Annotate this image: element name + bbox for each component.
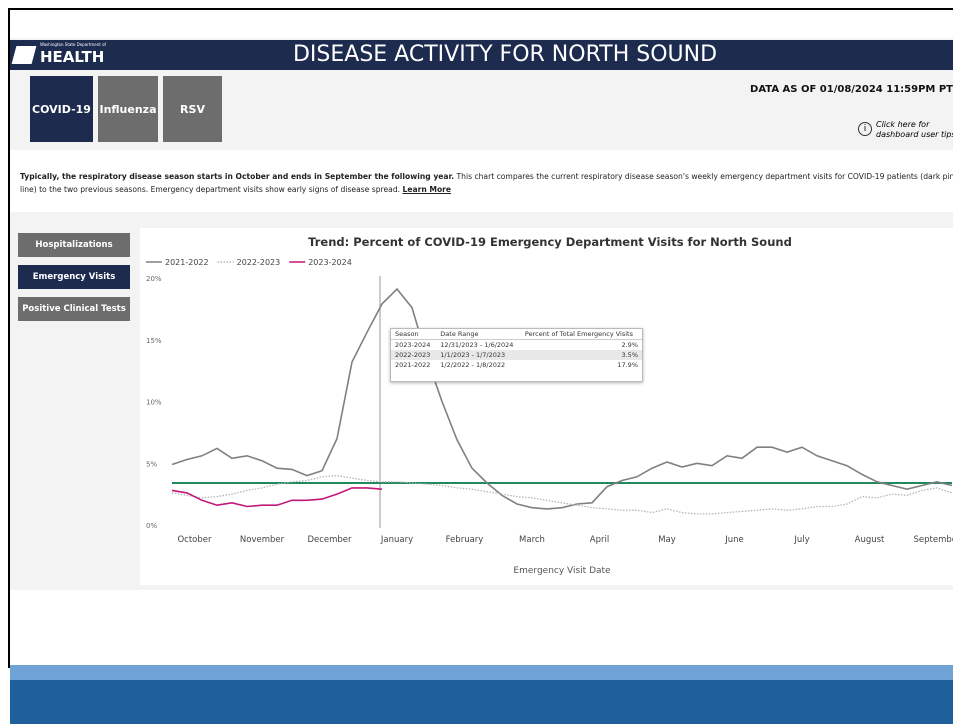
tooltip-row: Season Date Range Percent of Total Emergen… xyxy=(391,329,642,340)
frame-top xyxy=(8,8,953,10)
description-text: This chart compares the current respirat… xyxy=(20,172,953,194)
tooltip-row: 2023-2024 12/31/2023 - 1/6/2024 2.9% xyxy=(391,340,642,351)
side-button[interactable]: Positive Clinical Tests xyxy=(18,297,130,321)
logo: HEALTH xyxy=(40,48,105,66)
tooltip-cell: 1/2/2022 - 1/8/2022 xyxy=(440,361,506,369)
frame-left xyxy=(8,8,10,668)
tab[interactable]: RSV xyxy=(163,76,222,142)
tooltip-cell: Season xyxy=(391,329,437,340)
series-line xyxy=(171,287,953,510)
tooltip-cell: 12/31/2023 - 1/6/2024 xyxy=(440,341,514,349)
tab[interactable]: COVID-19 xyxy=(30,76,93,142)
side-button[interactable]: Emergency Visits xyxy=(18,265,130,289)
title: DISEASE ACTIVITY FOR NORTH SOUND xyxy=(292,42,718,67)
y-tick-label: 20% xyxy=(146,275,162,283)
x-tick-label: September xyxy=(914,535,953,545)
side-button[interactable]: Hospitalizations xyxy=(18,233,130,257)
chart-title: Trend: Percent of COVID-19 Emergency Dep… xyxy=(308,235,792,249)
tooltip-cell: 2023-2024 xyxy=(395,341,431,349)
logo-small: Washington State Department of xyxy=(40,42,106,47)
info-icon[interactable]: i xyxy=(858,122,872,136)
x-tick-label: June xyxy=(724,535,744,545)
x-tick-label: December xyxy=(307,535,352,545)
tooltip-cell: 1/1/2023 - 1/7/2023 xyxy=(440,351,506,359)
tab[interactable]: Influenza xyxy=(98,76,158,142)
description-bold: Typically, the respiratory disease seaso… xyxy=(20,172,455,181)
learn-more[interactable]: Learn More xyxy=(402,185,452,194)
header-bar xyxy=(10,40,953,70)
x-tick-label: March xyxy=(519,535,545,545)
x-tick-label: January xyxy=(380,535,413,545)
y-tick-label: 5% xyxy=(146,460,157,468)
legend-label: 2022-2023 xyxy=(237,258,281,267)
x-tick-label: October xyxy=(177,535,212,545)
tooltip-cell: 2.9% xyxy=(621,341,638,349)
y-tick-label: 10% xyxy=(146,399,162,407)
data-as-of: DATA AS OF 01/08/2024 11:59PM PT xyxy=(750,84,953,95)
y-tick-label: 15% xyxy=(146,337,162,345)
series-line xyxy=(171,487,383,508)
chart-panel xyxy=(140,228,953,585)
tooltip-row: 2021-2022 1/2/2022 - 1/8/2022 17.9% xyxy=(391,360,642,370)
x-tick-label: February xyxy=(446,535,484,545)
x-axis-title: Emergency Visit Date xyxy=(513,566,611,576)
tooltip-cell: 2021-2022 xyxy=(395,361,431,369)
tooltip-cell: 3.5% xyxy=(621,351,638,359)
legend-label: 2021-2022 xyxy=(165,258,209,267)
y-tick-label: 0% xyxy=(146,522,157,530)
tooltip-cell: Percent of Total Emergency Visits xyxy=(520,329,642,340)
x-tick-label: May xyxy=(658,535,676,545)
tooltip-row: 2022-2023 1/1/2023 - 1/7/2023 3.5% xyxy=(391,350,642,360)
tips-link[interactable]: Click here for dashboard user tips xyxy=(876,120,953,139)
footer-light xyxy=(10,665,953,680)
footer-dark xyxy=(10,680,953,724)
description-box xyxy=(10,150,953,212)
x-tick-label: April xyxy=(590,535,609,545)
tooltip-cell: Date Range xyxy=(436,329,521,340)
series-line xyxy=(171,474,953,515)
description: Typically, the respiratory disease seaso… xyxy=(20,170,953,196)
x-tick-label: August xyxy=(855,535,885,545)
x-tick-label: November xyxy=(240,535,285,545)
tooltip: Season Date Range Percent of Total Emergen… xyxy=(390,328,643,382)
legend-label: 2023-2024 xyxy=(308,258,352,267)
tooltip-cell: 17.9% xyxy=(617,361,638,369)
x-tick-label: July xyxy=(793,535,809,545)
tooltip-table: Season Date Range Percent of Total Emergen… xyxy=(391,329,642,370)
tooltip-cell: 2022-2023 xyxy=(395,351,431,359)
